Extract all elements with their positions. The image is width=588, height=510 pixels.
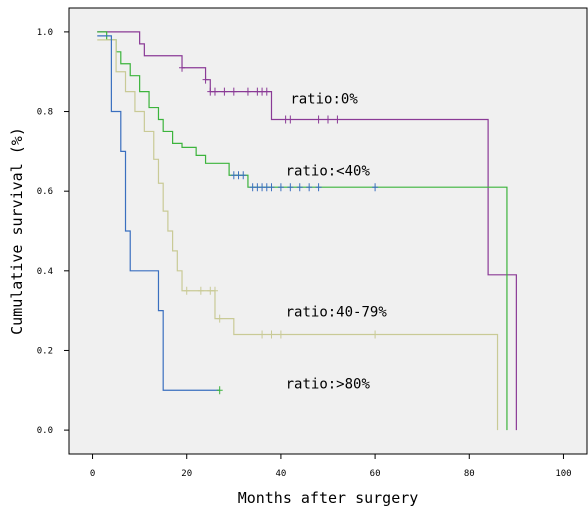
- plot-area: [68, 7, 588, 455]
- y-axis-title: Cumulative survival (%): [8, 127, 26, 335]
- censor-mark: [315, 183, 322, 192]
- curve-annotation: ratio:0%: [290, 92, 358, 108]
- censor-mark: [179, 63, 186, 72]
- axis-ticks: 0 20 40 60 80 100 0.0 0.2 0.4 0.6 0.8 1.0: [37, 28, 572, 479]
- censor-mark: [202, 75, 209, 84]
- series-line-2: [97, 39, 499, 431]
- curve-annotation: ratio:40-79%: [286, 305, 388, 321]
- x-tick-label: 60: [370, 469, 381, 479]
- censor-mark: [183, 286, 190, 295]
- y-tick-label: 0.6: [37, 187, 53, 197]
- censor-mark: [244, 87, 251, 96]
- y-tick-label: 0.2: [37, 346, 53, 356]
- censor-mark: [287, 115, 294, 124]
- curve-annotations: ratio:0% ratio:<40% ratio:40-79% ratio:>80%: [286, 92, 388, 393]
- censor-mark: [372, 183, 379, 192]
- censor-mark: [315, 115, 322, 124]
- x-tick-label: 100: [555, 469, 571, 479]
- censor-mark: [306, 183, 313, 192]
- x-tick-label: 0: [90, 469, 95, 479]
- y-tick-label: 0.8: [37, 108, 53, 118]
- censor-mark: [296, 183, 303, 192]
- x-tick-label: 40: [275, 469, 286, 479]
- censor-mark: [334, 115, 341, 124]
- censor-mark: [325, 115, 331, 124]
- censor-mark: [221, 87, 228, 96]
- censor-mark: [216, 386, 223, 395]
- censor-mark: [197, 286, 204, 295]
- curve-annotation: ratio:>80%: [286, 376, 371, 392]
- x-tick-label: 20: [181, 469, 192, 479]
- censor-mark: [259, 330, 266, 339]
- censor-mark: [277, 330, 284, 339]
- censor-mark: [268, 330, 275, 339]
- curve-annotation: ratio:<40%: [286, 163, 371, 179]
- censor-mark: [211, 87, 218, 96]
- censor-mark: [230, 87, 237, 96]
- censor-mark: [211, 286, 218, 295]
- censor-mark: [277, 183, 284, 192]
- y-tick-label: 1.0: [37, 28, 53, 38]
- x-tick-label: 80: [464, 469, 475, 479]
- censor-mark: [216, 314, 223, 323]
- censor-marks: [179, 63, 379, 395]
- censor-mark: [287, 183, 294, 192]
- series-line-1: [97, 31, 508, 431]
- y-tick-label: 0.4: [37, 267, 53, 277]
- survival-curves: [97, 31, 517, 431]
- y-tick-label: 0.0: [37, 426, 53, 436]
- censor-mark: [263, 87, 270, 96]
- x-axis-title: Months after surgery: [238, 489, 419, 507]
- censor-mark: [268, 183, 275, 192]
- censor-mark: [240, 171, 247, 180]
- censor-mark: [372, 330, 379, 339]
- series-line-3: [97, 35, 220, 391]
